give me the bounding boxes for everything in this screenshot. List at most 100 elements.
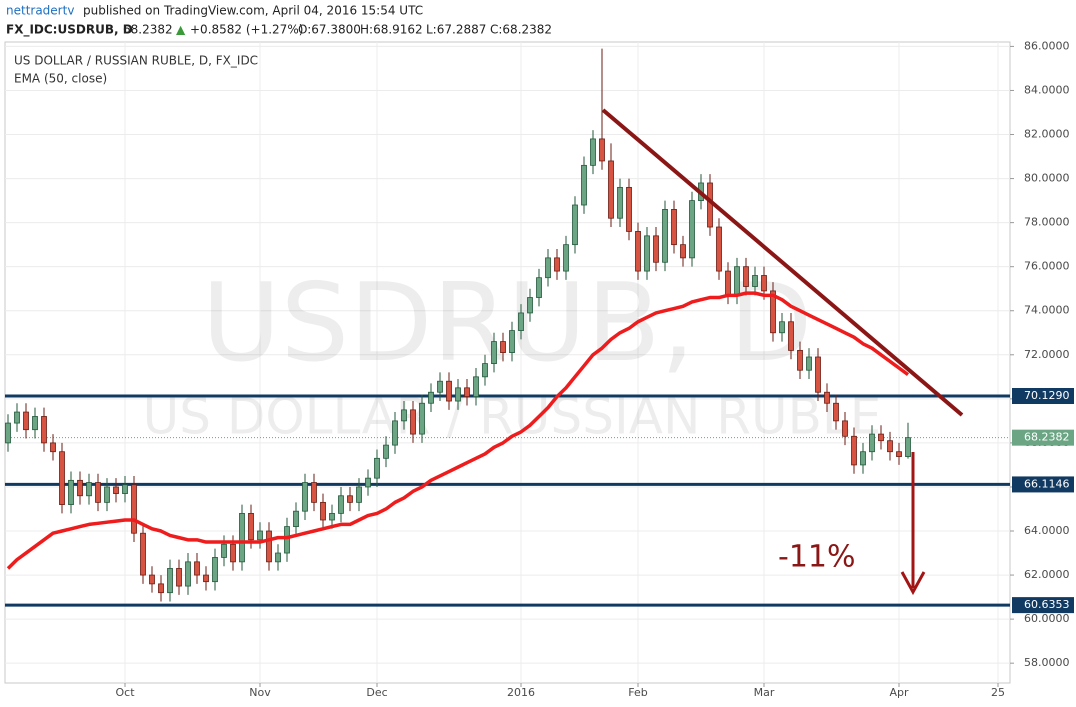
candle-body [104, 486, 110, 503]
candle-body [743, 266, 749, 287]
candle-body [671, 209, 677, 246]
y-tick-label: 80.0000 [1024, 172, 1070, 185]
x-tick-label: Oct [115, 686, 135, 699]
publisher[interactable]: nettradertv [6, 4, 74, 18]
target-arrowhead [900, 571, 926, 596]
candle-body [437, 380, 443, 393]
last-price-label: 68.2382 [1024, 431, 1070, 444]
candle-body [554, 257, 560, 272]
candle-body [266, 530, 272, 563]
candle-body [68, 479, 74, 505]
candle-body [905, 437, 911, 457]
open: O:67.3800 [298, 23, 361, 37]
y-tick-label: 72.0000 [1024, 348, 1070, 361]
ema-layer [6, 291, 910, 570]
price: 68.2382 [123, 23, 173, 37]
annotation: -11% [778, 540, 856, 575]
candle-body [725, 270, 731, 296]
legend-ema: EMA (50, close) [14, 72, 107, 86]
candle-body [482, 363, 488, 378]
candle-body [716, 226, 722, 272]
candle-body [410, 409, 416, 435]
candle-body [77, 479, 83, 497]
x-tick-label: Nov [249, 686, 271, 699]
candle-body [500, 341, 506, 353]
candle-body [761, 275, 767, 292]
change-arrow: ▲ [176, 23, 186, 37]
candle-body [626, 186, 632, 232]
level-label-box [1012, 476, 1074, 493]
candle-body [194, 561, 200, 576]
candle-body [329, 512, 335, 521]
candle-body [212, 557, 218, 583]
candle-body [248, 512, 254, 541]
candle-body [842, 420, 848, 437]
candle-body [374, 457, 380, 479]
candle-body [599, 138, 605, 162]
candle-body [491, 341, 497, 365]
candle-body [518, 312, 524, 331]
y-tick-label: 74.0000 [1024, 304, 1070, 317]
candle-body [689, 200, 695, 259]
ema-line [6, 291, 910, 570]
y-tick-label: 86.0000 [1024, 39, 1070, 52]
candle-body [113, 486, 119, 494]
published: published on TradingView.com, April 04, … [83, 4, 423, 18]
candle-body [635, 231, 641, 272]
candle-body [428, 391, 434, 404]
candle-body [752, 275, 758, 287]
candle-body [176, 568, 182, 587]
candle-body [590, 138, 596, 166]
candle-body [878, 433, 884, 442]
candle-body [5, 422, 11, 444]
candle-body [662, 209, 668, 263]
trend-line [601, 108, 964, 417]
y-tick-label: 84.0000 [1024, 83, 1070, 96]
x-tick-label: Apr [889, 686, 909, 699]
candle-body [284, 526, 290, 554]
candle-body [167, 568, 173, 594]
symbol: FX_IDC:USDRUB, D [6, 23, 133, 38]
candle-body [185, 561, 191, 587]
level-label-box [1012, 597, 1074, 614]
candle-body [86, 482, 92, 497]
candle-body [896, 451, 902, 457]
low: L:67.2887 [426, 23, 486, 37]
close: C:68.2382 [490, 23, 552, 37]
candle-body [644, 235, 650, 272]
candle-body [221, 543, 227, 558]
candle-body [401, 409, 407, 422]
candle-body [203, 574, 209, 583]
candles [5, 48, 911, 602]
candle-body [14, 411, 20, 424]
candle-body [275, 552, 281, 563]
last-price-box [1012, 429, 1074, 446]
candle-body [302, 482, 308, 512]
candle-body [653, 235, 659, 263]
level-label-box [1012, 388, 1074, 405]
candle-body [122, 484, 128, 494]
high: H:68.9162 [360, 23, 423, 37]
y-tick-label: 78.0000 [1024, 216, 1070, 229]
y-tick-label: 64.0000 [1024, 524, 1070, 537]
candle-body [149, 574, 155, 585]
candle-body [734, 266, 740, 296]
candle-body [473, 376, 479, 398]
candle-body [581, 164, 587, 206]
y-tick-label: 82.0000 [1024, 128, 1070, 141]
candle-body [680, 244, 686, 259]
candle-body [311, 482, 317, 503]
candle-body [788, 321, 794, 351]
candle-body [869, 433, 875, 453]
candle-body [419, 402, 425, 435]
candle-body [608, 160, 614, 219]
candle-body [95, 482, 101, 503]
y-tick-label: 76.0000 [1024, 260, 1070, 273]
header: nettradertv published on TradingView.com… [6, 4, 552, 38]
candle-body [32, 416, 38, 431]
candle-body [806, 356, 812, 371]
watermark: USDRUB, D [202, 261, 813, 386]
change: +0.8582 (+1.27%) [190, 23, 303, 37]
candle-body [140, 532, 146, 576]
